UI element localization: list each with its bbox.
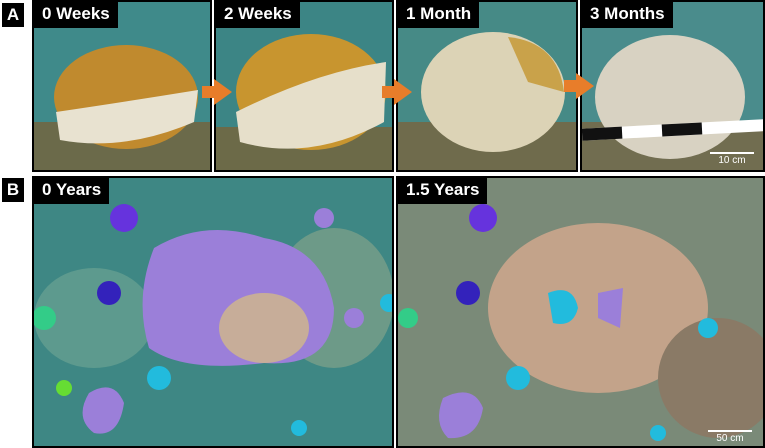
scale-bar: 10 cm bbox=[710, 152, 754, 166]
photo-caption: 3 Months bbox=[582, 2, 673, 28]
coral-photo: 0 Weeks bbox=[32, 0, 212, 172]
panel-label: A bbox=[2, 3, 24, 27]
photo-caption: 0 Years bbox=[34, 178, 110, 204]
photo-caption: 1 Month bbox=[398, 2, 480, 28]
panel-label: B bbox=[2, 178, 24, 202]
reef-photo: 1.5 Years 50 cm bbox=[396, 176, 765, 448]
scale-bar: 50 cm bbox=[708, 430, 752, 444]
reef-photo: 0 Years bbox=[32, 176, 394, 448]
photo-caption: 1.5 Years bbox=[398, 178, 488, 204]
photo-caption: 2 Weeks bbox=[216, 2, 300, 28]
coral-photo: 3 Months 10 cm bbox=[580, 0, 765, 172]
coral-photo: 2 Weeks bbox=[214, 0, 394, 172]
photo-caption: 0 Weeks bbox=[34, 2, 118, 28]
coral-photo: 1 Month bbox=[396, 0, 578, 172]
arrows bbox=[202, 73, 594, 105]
